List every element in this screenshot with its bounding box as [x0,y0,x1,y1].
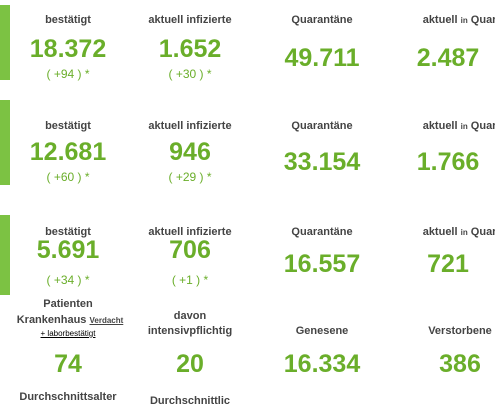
cell-label: Quarantäne [291,120,353,132]
label-part: in [460,228,468,237]
cell-label: Quarantäne [291,14,353,26]
cell-label: bestätigt [45,120,91,132]
label: davon [173,310,207,322]
label-part: Quaran [470,226,495,238]
label-part: aktuell [422,226,458,238]
label: Krankenhaus Verdacht [17,314,124,326]
cell-delta: ( +60 ) * [46,170,90,184]
label-part: aktuell [422,120,458,132]
value: 74 [54,350,82,378]
label: intensivpflichtig [147,325,233,337]
cell-value: 946 [169,138,211,166]
cell-label: aktuell infizierte [148,120,232,132]
cell-delta: ( +94 ) * [46,67,90,81]
label-part: aktuell [422,14,458,26]
cell-value: 1.652 [158,35,222,63]
cell-label: aktuell in Quaran [423,120,495,132]
cell-value: 1.766 [416,148,480,176]
cell-delta: ( +1 ) * [171,273,209,287]
cell-value: 706 [169,236,211,264]
section-bar [0,215,10,295]
cell-label: bestätigt [45,226,91,238]
cell-value: 18.372 [29,35,107,63]
cell-value: 16.557 [283,250,361,278]
label-part: in [460,16,468,25]
cell-label: aktuell infizierte [148,226,232,238]
footer-label: Durchschnittlic [149,395,231,407]
cell-value: 721 [427,250,469,278]
cell-value: 2.487 [416,44,480,72]
cell-label: aktuell infizierte [148,14,232,26]
cell-value: 5.691 [36,236,100,264]
cell-value: 49.711 [284,44,360,72]
value: 20 [176,350,204,378]
label-part: Verdacht [89,316,124,325]
footer-label: Durchschnittsalter [19,391,117,403]
label-part: Quaran [470,120,495,132]
label: Verstorbene [428,325,492,337]
cell-label: aktuell in Quaran [423,14,495,26]
cell-label: aktuell in Quaran [423,226,495,238]
cell-value: 12.681 [29,138,107,166]
value: 16.334 [283,350,361,378]
label: Patienten [43,298,93,310]
value: 386 [439,350,481,378]
cell-delta: ( +29 ) * [168,170,212,184]
cell-label: bestätigt [45,14,91,26]
cell-delta: ( +34 ) * [46,273,90,287]
cell-label: Quarantäne [291,226,353,238]
cell-delta: ( +30 ) * [168,67,212,81]
label-part: in [460,122,468,131]
label-part: Krankenhaus [16,314,87,326]
cell-value: 33.154 [283,148,361,176]
section-bar [0,100,10,185]
label: + laborbestätigt [40,329,96,338]
section-bar [0,5,10,80]
label: Genesene [295,325,349,337]
label-part: Quaran [470,14,495,26]
